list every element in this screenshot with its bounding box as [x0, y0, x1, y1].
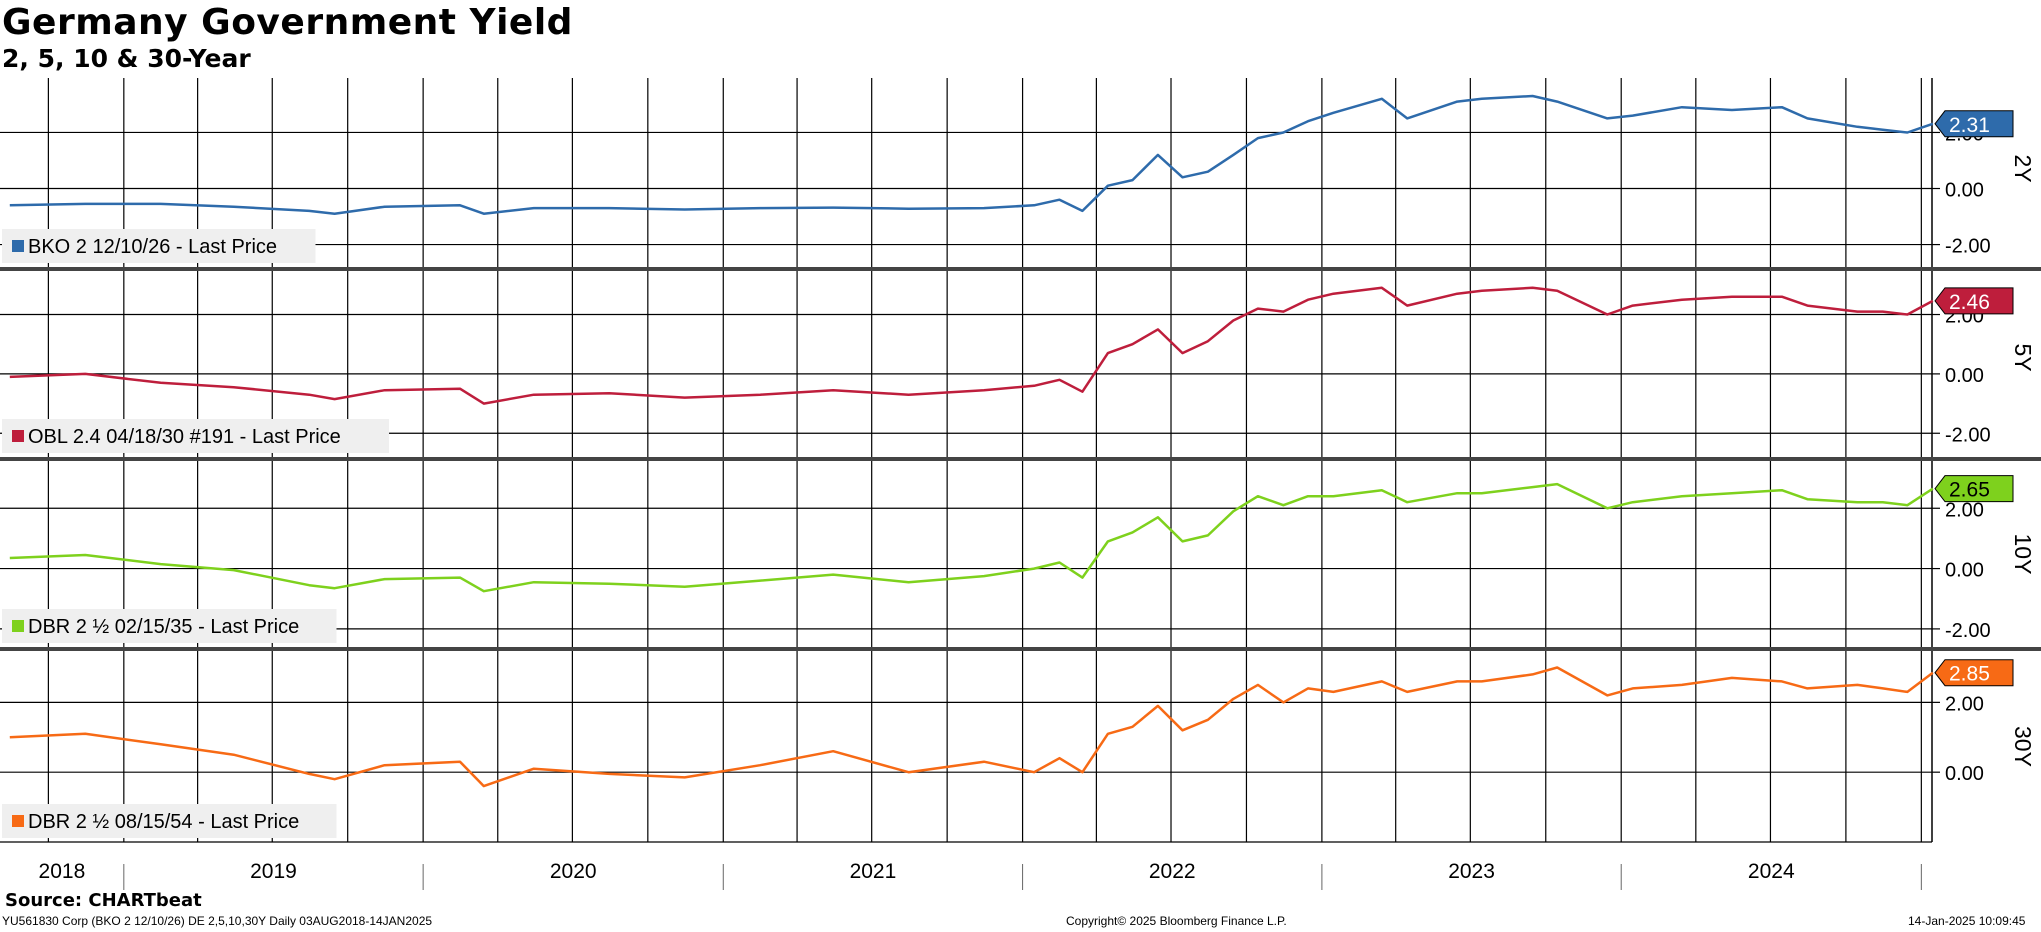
chart-subtitle: 2, 5, 10 & 30-Year	[2, 44, 251, 73]
footer-ticker-info: YU561830 Corp (BKO 2 12/10/26) DE 2,5,10…	[2, 914, 433, 928]
last-price-value-30Y: 2.85	[1949, 663, 1990, 686]
y-tick-label: 0.00	[1945, 365, 1984, 387]
y-tick-label: -2.00	[1945, 236, 1991, 258]
footer-timestamp: 14-Jan-2025 10:09:45	[1908, 914, 2026, 928]
legend-box-10Y	[2, 609, 337, 643]
y-tick-label: 0.00	[1945, 560, 1984, 582]
y-tick-label: 2.00	[1945, 499, 1984, 521]
series-line-5Y	[9, 286, 1934, 405]
panel-separator-right	[1932, 457, 2041, 461]
y-tick-label: -2.00	[1945, 620, 1991, 642]
panel-label-30Y: 30Y	[2010, 726, 2036, 767]
panel-separator-right	[1932, 647, 2041, 651]
source-label: Source: CHARTbeat	[5, 890, 202, 911]
last-price-tag-5Y	[1934, 287, 2014, 315]
panel-separator	[0, 647, 1932, 651]
x-tick-label-2020: 2020	[550, 860, 597, 883]
footer-copyright: Copyright© 2025 Bloomberg Finance L.P.	[1066, 914, 1287, 928]
series-line-2Y	[9, 94, 1934, 215]
panel-label-2Y: 2Y	[2010, 155, 2036, 183]
legend-box-30Y	[2, 804, 337, 838]
panel-label-10Y: 10Y	[2010, 534, 2036, 575]
panel-separator	[0, 457, 1932, 461]
x-tick-label-2022: 2022	[1149, 860, 1196, 883]
y-tick-label: -2.00	[1945, 424, 1991, 446]
last-price-value-10Y: 2.65	[1949, 479, 1990, 502]
panel-separator	[0, 267, 1932, 271]
legend-box-2Y	[2, 229, 316, 263]
y-tick-label: 0.00	[1945, 763, 1984, 785]
x-tick-label-2024: 2024	[1748, 860, 1795, 883]
legend-label-2Y: BKO 2 12/10/26 - Last Price	[28, 236, 277, 258]
series-line-30Y	[9, 666, 1934, 788]
x-tick-label-2019: 2019	[250, 860, 297, 883]
legend-swatch-2Y	[12, 240, 24, 252]
yield-chart: 2.00 0.00 -2.00 2.31 2Y BKO 2 12/10/26 - Last…	[0, 78, 2041, 890]
panel-label-5Y: 5Y	[2010, 344, 2036, 372]
legend-label-10Y: DBR 2 ½ 02/15/35 - Last Price	[28, 616, 299, 638]
panel-separator-right	[1932, 267, 2041, 271]
legend-label-30Y: DBR 2 ½ 08/15/54 - Last Price	[28, 811, 299, 833]
last-price-tag-30Y	[1934, 659, 2014, 687]
series-line-10Y	[9, 482, 1934, 593]
last-price-tag-2Y	[1934, 110, 2014, 138]
last-price-value-5Y: 2.46	[1949, 291, 1990, 314]
x-tick-label-2021: 2021	[850, 860, 897, 883]
x-tick-label-2018: 2018	[39, 860, 86, 883]
x-tick-label-2023: 2023	[1448, 860, 1495, 883]
last-price-tag-10Y	[1934, 475, 2014, 503]
legend-label-5Y: OBL 2.4 04/18/30 #191 - Last Price	[28, 426, 341, 448]
legend-swatch-10Y	[12, 620, 24, 632]
chart-title: Germany Government Yield	[2, 2, 573, 43]
legend-swatch-30Y	[12, 815, 24, 827]
last-price-value-2Y: 2.31	[1949, 114, 1990, 137]
legend-box-5Y	[2, 419, 389, 453]
y-tick-label: 0.00	[1945, 180, 1984, 202]
y-tick-label: 2.00	[1945, 693, 1984, 715]
legend-swatch-5Y	[12, 430, 24, 442]
